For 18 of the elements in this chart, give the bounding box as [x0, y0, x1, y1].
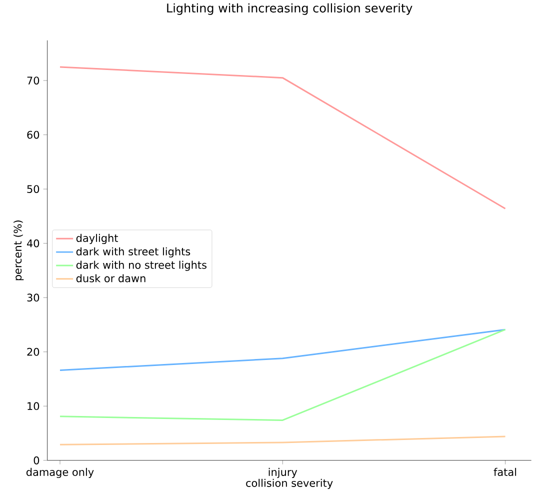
- y-tick-label: 20: [27, 348, 40, 356]
- legend-label: daylight: [76, 234, 118, 244]
- y-tick-label: 60: [27, 130, 40, 139]
- y-tick-label: 10: [28, 402, 40, 410]
- y-axis-title: percent (%): [14, 220, 24, 280]
- x-tick-label: fatal: [494, 468, 516, 476]
- x-tick-label: injury: [268, 468, 298, 478]
- y-tick-label: 0: [34, 456, 40, 464]
- x-axis-title: collision severity: [246, 478, 333, 489]
- y-tick-label: 30: [27, 293, 40, 302]
- y-tick-label: 70: [27, 76, 40, 84]
- y-tick-label: 40: [26, 239, 40, 248]
- x-tick-label: damage only: [26, 468, 94, 478]
- legend-label: dusk or dawn: [76, 274, 146, 282]
- legend-label: dark with no street lights: [76, 260, 206, 271]
- chart-title: Lighting with increasing collision severity: [167, 3, 412, 15]
- y-tick-label: 50: [27, 184, 40, 193]
- legend-label: dark with street lights: [76, 247, 190, 258]
